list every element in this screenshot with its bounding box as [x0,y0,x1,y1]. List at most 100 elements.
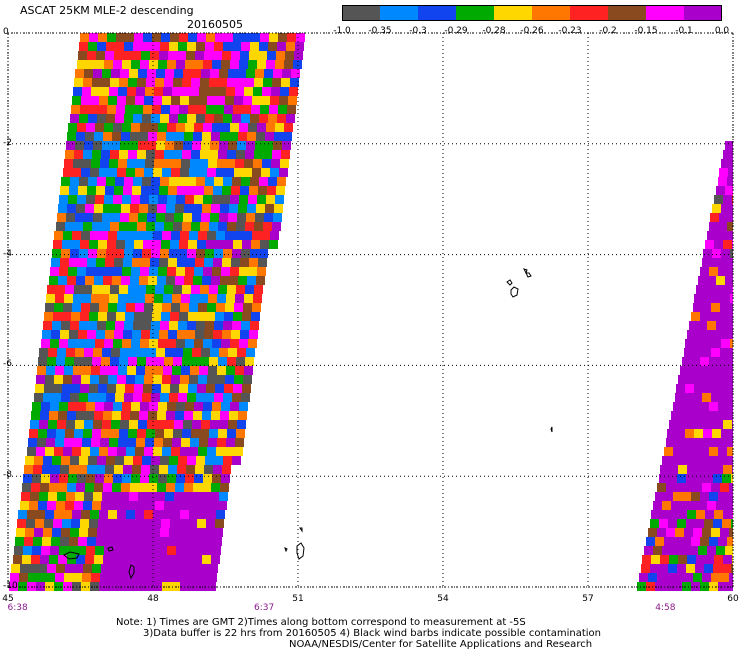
swath-cell [75,348,84,357]
swath-cell [169,177,178,186]
swath-cell [126,231,135,240]
swath-cell [103,204,112,213]
swath-cell [281,150,290,159]
swath-cell [691,357,700,366]
swath-cell [249,186,258,195]
swath-cell [173,150,182,159]
swath-cell [145,159,154,168]
swath-cell [63,510,72,519]
swath-cell [657,528,666,537]
swath-cell [212,267,221,276]
swath-cell [244,159,253,168]
swath-cell [639,573,648,582]
swath-cell [157,204,166,213]
swath-cell [187,321,196,330]
swath-cell [144,447,153,456]
swath-cell [61,177,70,186]
swath-cell [137,150,146,159]
swath-cell [173,78,182,87]
swath-cell [149,402,158,411]
swath-cell [26,519,35,528]
swath-cell [80,33,89,42]
swath-cell [720,348,729,357]
swath-cell [65,564,74,573]
swath-cell [152,105,161,114]
swath-cell [200,429,209,438]
swath-cell [38,501,47,510]
swath-cell [689,321,698,330]
swath-cell [707,411,716,420]
swath-cell [180,375,189,384]
swath-cell [177,51,186,60]
swath-cell [720,528,729,537]
swath-cell [114,51,123,60]
swath-cell [103,132,112,141]
swath-cell [221,474,230,483]
swath-cell [142,456,151,465]
swath-cell [188,105,197,114]
swath-cell [74,357,83,366]
swath-cell [15,537,24,546]
island-outline [284,547,288,553]
swath-cell [675,393,684,402]
swath-cell [209,501,218,510]
swath-cell [52,456,61,465]
swath-cell [93,141,102,150]
swath-cell [44,312,53,321]
swath-cell [60,186,69,195]
swath-cell [158,195,167,204]
swath-cell [203,402,212,411]
swath-cell [100,573,109,582]
swath-cell [251,240,260,249]
swath-cell [188,384,197,393]
colorbar-tick-label: -0.1 [675,26,693,36]
swath-cell [56,222,65,231]
swath-cell [191,357,200,366]
swath-cell [669,510,678,519]
swath-cell [102,213,111,222]
swath-cell [36,375,45,384]
swath-cell [682,582,691,591]
swath-cell [112,204,121,213]
swath-cell [282,69,291,78]
swath-cell [159,537,168,546]
swath-cell [86,267,95,276]
swath-cell [655,537,664,546]
swath-cell [74,285,83,294]
swath-cell [650,564,659,573]
swath-cell [75,420,84,429]
swath-cell [229,132,238,141]
swath-cell [209,222,218,231]
swath-cell [77,474,86,483]
swath-cell [266,123,275,132]
swath-cell [143,384,152,393]
swath-cell [721,294,730,303]
swath-cell [34,393,43,402]
swath-cell [245,78,254,87]
swath-cell [190,87,199,96]
swath-cell [57,420,66,429]
swath-cell [698,456,707,465]
swath-cell [718,582,727,591]
swath-cell [241,42,250,51]
swath-cell [725,186,733,195]
swath-cell [115,249,124,258]
swath-cell [684,483,693,492]
swath-cell [268,177,277,186]
swath-cell [203,474,212,483]
swath-cell [234,96,243,105]
swath-cell [191,501,200,510]
swath-cell [166,555,175,564]
swath-cell [99,231,108,240]
swath-cell [100,159,109,168]
colorbar-swatch [646,5,685,21]
swath-cell [70,249,79,258]
swath-cell [691,402,700,411]
swath-cell [58,483,67,492]
swath-cell [213,465,222,474]
swath-cell [713,519,722,528]
swath-cell [272,78,281,87]
swath-cell [727,447,733,456]
swath-cell [114,465,123,474]
swath-cell [161,519,170,528]
